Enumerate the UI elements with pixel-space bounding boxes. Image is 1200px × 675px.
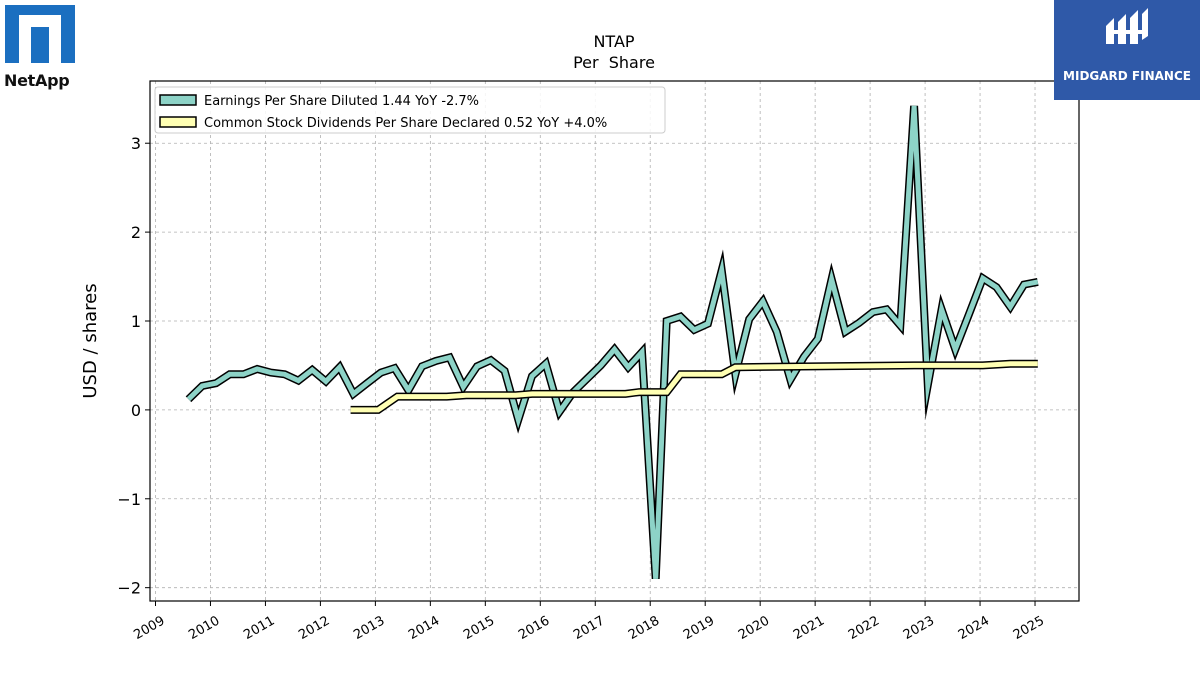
legend-label: Earnings Per Share Diluted 1.44 YoY -2.7… bbox=[204, 94, 479, 109]
legend-label: Common Stock Dividends Per Share Declare… bbox=[204, 116, 607, 131]
x-tick-label: 2019 bbox=[681, 613, 717, 643]
legend-swatch bbox=[159, 94, 197, 106]
legend-box bbox=[154, 86, 666, 134]
chart-subtitle: Per Share bbox=[573, 53, 655, 72]
x-tick-label: 2024 bbox=[956, 613, 992, 643]
series-line-stroke bbox=[186, 105, 1039, 579]
x-tick-label: 2022 bbox=[846, 613, 882, 643]
netapp-logo: NetApp bbox=[4, 4, 80, 92]
y-axis: −2 −1 0 1 2 3 bbox=[117, 134, 150, 598]
y-tick-label: −2 bbox=[117, 579, 141, 598]
midgard-finance-logo: MIDGARD FINANCE bbox=[1054, 0, 1200, 100]
x-tick-label: 2023 bbox=[901, 613, 937, 643]
x-tick-label: 2011 bbox=[241, 613, 277, 643]
y-tick-label: 1 bbox=[131, 312, 141, 331]
series-line-stroke bbox=[350, 361, 1038, 413]
x-tick-label: 2025 bbox=[1011, 613, 1047, 643]
x-tick-label: 2013 bbox=[351, 613, 387, 643]
legend: Earnings Per Share Diluted 1.44 YoY -2.7… bbox=[154, 86, 666, 134]
y-tick-label: 3 bbox=[131, 134, 141, 153]
series-line-1 bbox=[185, 105, 1039, 580]
series-line-2 bbox=[350, 359, 1038, 414]
x-axis: 2009 2010 2011 2012 2013 2014 2015 2016 2017 2018… bbox=[131, 601, 1047, 643]
midgard-logo-text: MIDGARD FINANCE bbox=[1063, 69, 1191, 83]
y-tick-label: 2 bbox=[131, 223, 141, 242]
x-tick-label: 2018 bbox=[626, 613, 662, 643]
chart-title: NTAP bbox=[593, 32, 634, 51]
x-tick-label: 2017 bbox=[571, 613, 607, 643]
series-layer bbox=[185, 105, 1039, 580]
y-tick-label: −1 bbox=[117, 490, 141, 509]
x-tick-label: 2015 bbox=[461, 613, 497, 643]
x-tick-label: 2020 bbox=[736, 613, 772, 643]
x-tick-label: 2010 bbox=[186, 613, 222, 643]
x-tick-label: 2016 bbox=[516, 613, 552, 643]
netapp-logo-mark bbox=[5, 5, 75, 63]
y-tick-label: 0 bbox=[131, 401, 141, 420]
x-tick-label: 2021 bbox=[791, 613, 827, 643]
x-tick-label: 2012 bbox=[296, 613, 332, 643]
netapp-logo-text: NetApp bbox=[4, 71, 70, 90]
legend-swatch bbox=[159, 116, 197, 128]
x-tick-label: 2009 bbox=[131, 613, 167, 643]
y-axis-label: USD / shares bbox=[80, 283, 101, 398]
midgard-logo-mark bbox=[1106, 8, 1148, 44]
x-tick-label: 2014 bbox=[406, 613, 442, 643]
plot-frame bbox=[149, 80, 1080, 602]
